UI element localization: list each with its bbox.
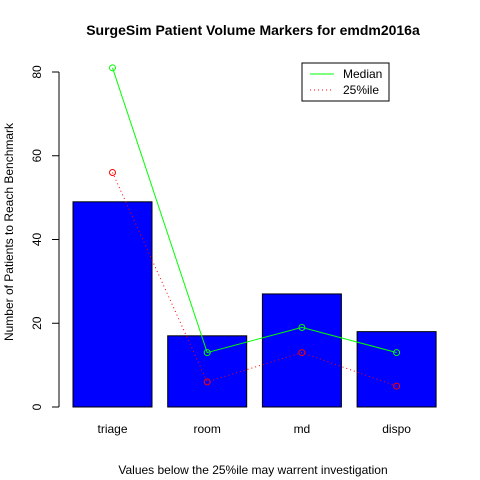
legend: Median 25%ile <box>301 62 390 102</box>
bars-layer <box>72 201 437 408</box>
bar-md <box>261 293 342 408</box>
x-tick-label-md: md <box>294 422 311 436</box>
y-tick-label-20: 20 <box>30 316 44 330</box>
y-axis-label: Number of Patients to Reach Benchmark <box>2 122 16 341</box>
chart-title: SurgeSim Patient Volume Markers for emdm… <box>86 22 420 38</box>
y-tick-label-40: 40 <box>30 233 44 247</box>
bar-room <box>167 335 248 408</box>
series-line-25-ile <box>112 172 397 387</box>
bar-triage <box>72 201 153 408</box>
point-median-md <box>298 323 306 331</box>
x-axis-ticks: triage room md dispo <box>97 422 411 436</box>
x-tick-label-room: room <box>194 422 221 436</box>
x-tick-label-triage: triage <box>97 422 127 436</box>
legend-label-median: Median <box>343 67 382 81</box>
point-25-ile-triage <box>109 169 116 176</box>
legend-label-25-ile: 25%ile <box>343 83 379 97</box>
point-median-triage <box>109 64 116 72</box>
series-layer <box>109 64 401 390</box>
point-25-ile-md <box>298 349 306 357</box>
x-axis-label: Values below the 25%ile may warrent inve… <box>118 463 387 477</box>
y-tick-label-60: 60 <box>30 149 44 163</box>
bar-dispo <box>356 331 437 408</box>
point-25-ile-room <box>203 378 211 386</box>
y-axis: 0 20 40 60 80 <box>30 65 60 410</box>
series-line-median <box>112 67 397 354</box>
y-tick-label-80: 80 <box>30 65 44 79</box>
point-median-room <box>203 349 211 357</box>
x-tick-label-dispo: dispo <box>382 422 411 436</box>
y-tick-label-0: 0 <box>30 403 44 410</box>
point-median-dispo <box>393 349 401 357</box>
point-25-ile-dispo <box>393 382 401 390</box>
legend-box <box>301 62 390 102</box>
